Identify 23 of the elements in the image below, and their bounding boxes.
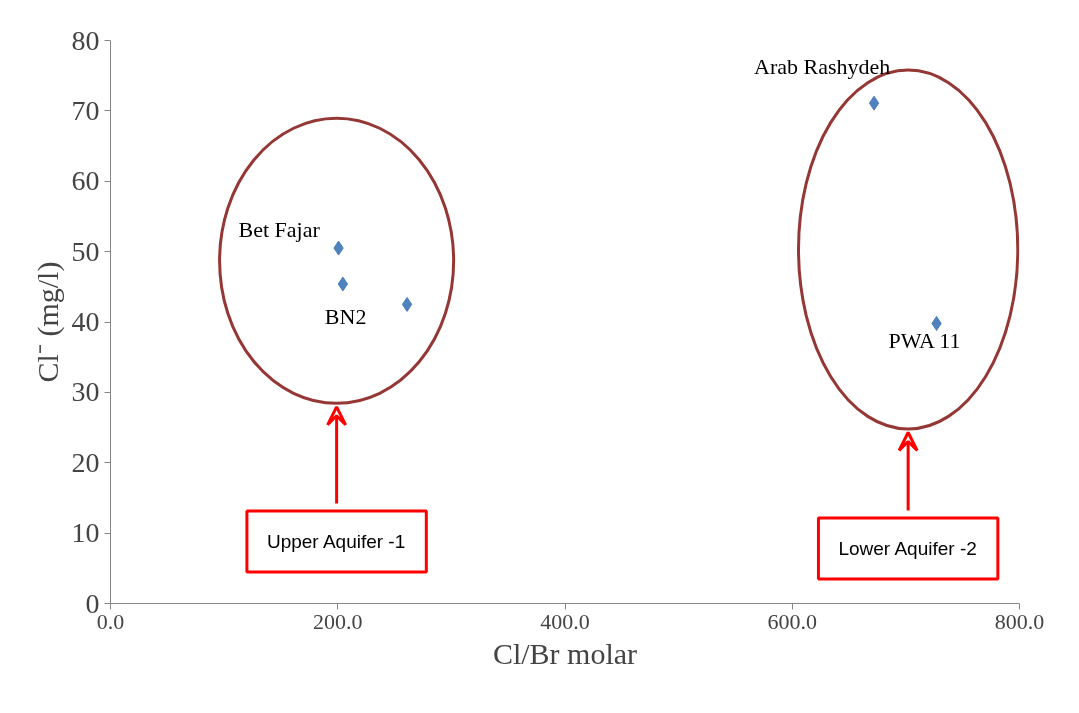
point — [337, 276, 349, 292]
point — [868, 95, 880, 111]
annotation: BN2 — [324, 304, 367, 329]
y-tick-label: 60 — [71, 165, 100, 197]
x-tick-label: 800.0 — [994, 608, 1045, 634]
annotation: Bet Fajar — [238, 217, 321, 243]
annotation: Upper Aquifer -1 — [266, 531, 406, 553]
x-axis-title: Cl/Br molar — [492, 636, 638, 670]
y-tick-label: 80 — [71, 24, 100, 56]
annotation: PWA 11 — [888, 328, 961, 354]
point — [401, 296, 413, 312]
x-tick-label: 600.0 — [767, 608, 817, 634]
y-tick-label: 50 — [71, 235, 100, 267]
x-tick-label: 200.0 — [313, 608, 363, 634]
y-axis-title: Cl⁻ (mg/l) — [30, 261, 65, 383]
y-tick-label: 40 — [71, 306, 100, 337]
x-tick-label: 400.0 — [540, 608, 590, 634]
y-tick-label: 30 — [71, 376, 100, 408]
annotation: Arab Rashydeh — [754, 54, 891, 80]
y-tick-label: 70 — [71, 94, 100, 126]
y-tick-label: 10 — [71, 517, 100, 549]
y-tick-label: 20 — [71, 446, 100, 478]
annotation: Lower Aquifer -2 — [838, 538, 977, 560]
